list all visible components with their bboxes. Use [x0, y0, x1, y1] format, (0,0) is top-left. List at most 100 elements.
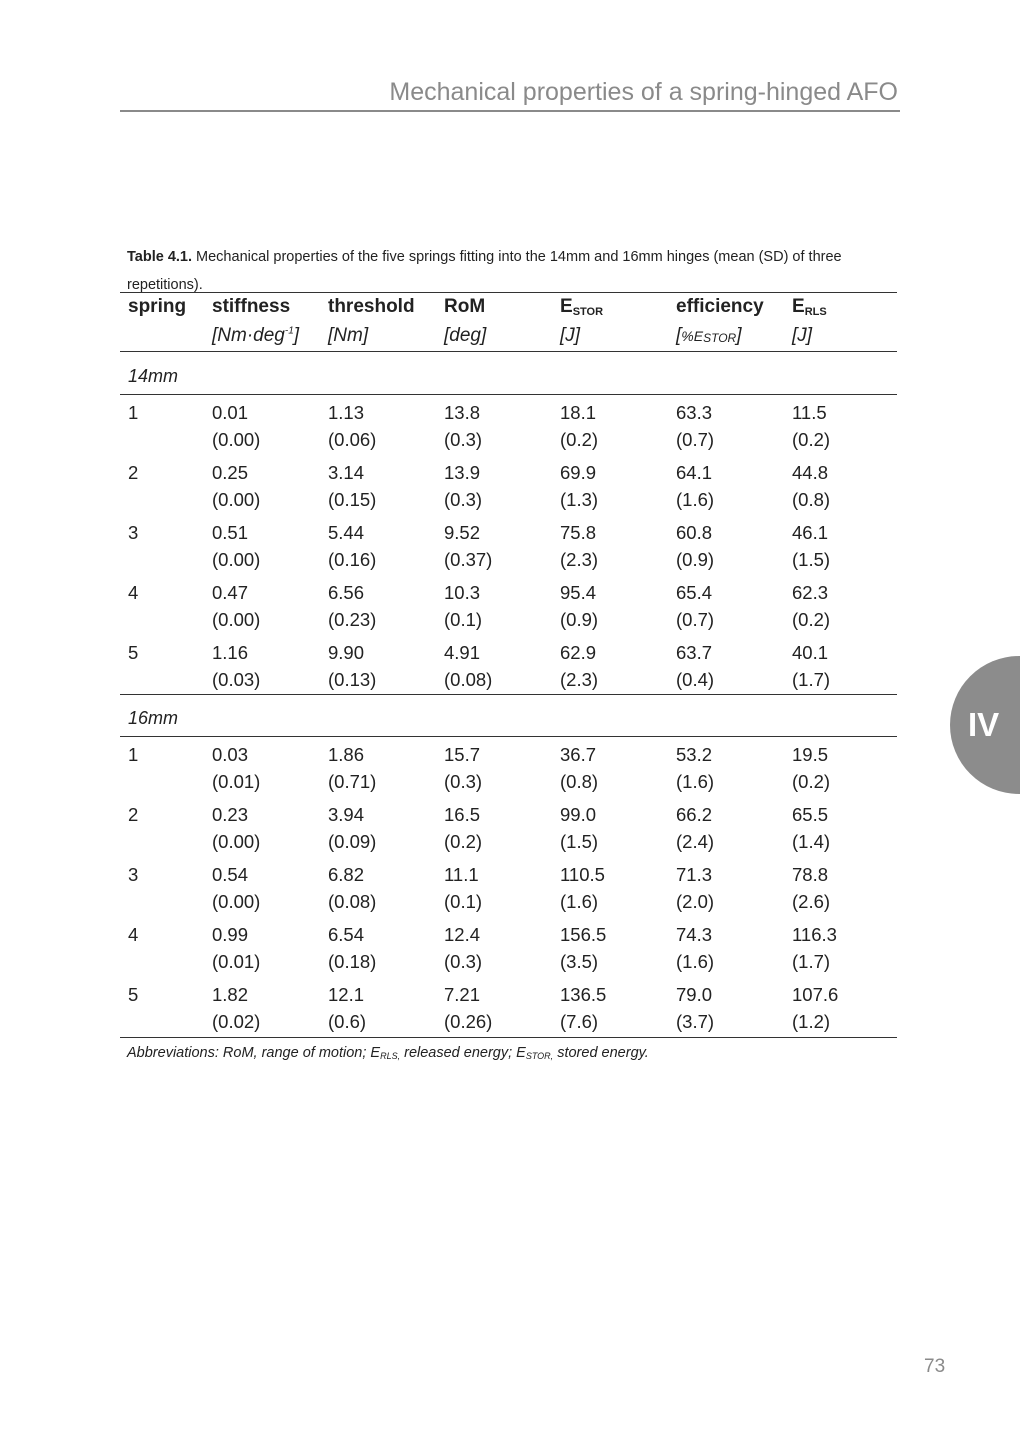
- caption-label: Table 4.1.: [127, 249, 193, 265]
- mean-value: 69.9: [560, 462, 597, 483]
- mean-value: 3.14: [328, 462, 365, 483]
- mean-value: 62.9: [560, 642, 597, 663]
- column-unit: [Nm·deg-1]: [212, 325, 300, 346]
- spring-number: 5: [128, 642, 139, 663]
- spring-number: 4: [128, 924, 139, 945]
- sd-value: (1.6): [676, 771, 715, 792]
- mean-value: 66.2: [676, 804, 713, 825]
- mean-value: 3.94: [328, 804, 365, 825]
- mean-value: 0.99: [212, 924, 249, 945]
- abbrev-erls-sub: RLS,: [380, 1051, 401, 1061]
- column-header: threshold: [328, 296, 415, 318]
- mean-value: 0.47: [212, 582, 249, 603]
- sd-value: (0.1): [444, 609, 483, 630]
- column-header: ESTOR: [560, 296, 603, 318]
- mean-value: 36.7: [560, 744, 597, 765]
- table-top-rule: [120, 292, 897, 293]
- mean-value: 110.5: [560, 864, 605, 885]
- mean-value: 0.25: [212, 462, 249, 483]
- sd-value: (0.7): [676, 429, 715, 450]
- sd-value: (2.0): [676, 891, 715, 912]
- section-rule: [120, 736, 897, 737]
- sd-value: (0.8): [792, 489, 831, 510]
- mean-value: 16.5: [444, 804, 481, 825]
- column-header: stiffness: [212, 296, 290, 318]
- column-unit: [deg]: [444, 325, 487, 346]
- mean-value: 46.1: [792, 522, 829, 543]
- section-label: 16mm: [128, 708, 179, 728]
- sd-value: (1.7): [792, 669, 831, 690]
- sd-value: (1.5): [792, 549, 831, 570]
- mean-value: 15.7: [444, 744, 481, 765]
- mean-value: 71.3: [676, 864, 713, 885]
- sd-value: (1.7): [792, 951, 831, 972]
- sd-value: (0.3): [444, 429, 483, 450]
- sd-value: (0.00): [212, 429, 261, 450]
- sd-value: (1.2): [792, 1011, 831, 1032]
- mean-value: 44.8: [792, 462, 829, 483]
- mean-value: 12.4: [444, 924, 481, 945]
- spring-number: 1: [128, 402, 139, 423]
- sd-value: (0.2): [560, 429, 599, 450]
- abbrev-prefix: Abbreviations: RoM, range of motion;: [127, 1045, 371, 1061]
- sd-value: (0.2): [792, 609, 831, 630]
- sd-value: (0.3): [444, 489, 483, 510]
- section-bottom-rule: [120, 694, 897, 695]
- mean-value: 78.8: [792, 864, 829, 885]
- mean-value: 1.86: [328, 744, 365, 765]
- sd-value: (0.71): [328, 771, 377, 792]
- caption-text: Mechanical properties of the five spring…: [127, 249, 842, 293]
- section-rule: [120, 394, 897, 395]
- mean-value: 99.0: [560, 804, 597, 825]
- mean-value: 4.91: [444, 642, 481, 663]
- mean-value: 64.1: [676, 462, 713, 483]
- mean-value: 53.2: [676, 744, 713, 765]
- running-header: Mechanical properties of a spring-hinged…: [389, 78, 898, 106]
- header-name: efficiency: [676, 296, 764, 317]
- sd-value: (0.06): [328, 429, 377, 450]
- sd-value: (0.16): [328, 549, 377, 570]
- sd-value: (0.2): [444, 831, 483, 852]
- sd-value: (0.02): [212, 1011, 261, 1032]
- mean-value: 79.0: [676, 984, 713, 1005]
- mean-value: 6.82: [328, 864, 365, 885]
- sd-value: (0.01): [212, 771, 261, 792]
- header-name: stiffness: [212, 296, 291, 317]
- sd-value: (1.5): [560, 831, 599, 852]
- header-bottom-rule: [120, 351, 897, 352]
- sd-value: (0.08): [444, 669, 493, 690]
- sd-value: (0.1): [444, 891, 483, 912]
- mean-value: 63.7: [676, 642, 713, 663]
- mean-value: 13.9: [444, 462, 481, 483]
- header-rule: [120, 110, 900, 112]
- mean-value: 75.8: [560, 522, 597, 543]
- mean-value: 11.5: [792, 402, 827, 423]
- sd-value: (0.8): [560, 771, 599, 792]
- spring-number: 2: [128, 804, 139, 825]
- mean-value: 0.03: [212, 744, 249, 765]
- mean-value: 5.44: [328, 522, 365, 543]
- mean-value: 40.1: [792, 642, 829, 663]
- table-caption: Table 4.1. Mechanical properties of the …: [127, 243, 897, 299]
- sd-value: (0.01): [212, 951, 261, 972]
- sd-value: (0.08): [328, 891, 377, 912]
- sd-value: (0.15): [328, 489, 377, 510]
- abbreviations-note: Abbreviations: RoM, range of motion; E RL…: [127, 1045, 649, 1061]
- column-header: ERLS: [792, 296, 827, 318]
- column-unit: [J]: [792, 325, 813, 346]
- mean-value: 6.56: [328, 582, 365, 603]
- header-name: spring: [128, 296, 187, 317]
- mean-value: 1.82: [212, 984, 249, 1005]
- mean-value: 116.3: [792, 924, 837, 945]
- abbrev-estor: E: [516, 1045, 526, 1061]
- sd-value: (2.3): [560, 549, 599, 570]
- sd-value: (1.4): [792, 831, 831, 852]
- mean-value: 62.3: [792, 582, 829, 603]
- mean-value: 0.54: [212, 864, 249, 885]
- mean-value: 13.8: [444, 402, 481, 423]
- mean-value: 19.5: [792, 744, 829, 765]
- column-header: spring: [128, 296, 186, 318]
- header-name: threshold: [328, 296, 415, 317]
- sd-value: (0.3): [444, 771, 483, 792]
- sd-value: (0.13): [328, 669, 377, 690]
